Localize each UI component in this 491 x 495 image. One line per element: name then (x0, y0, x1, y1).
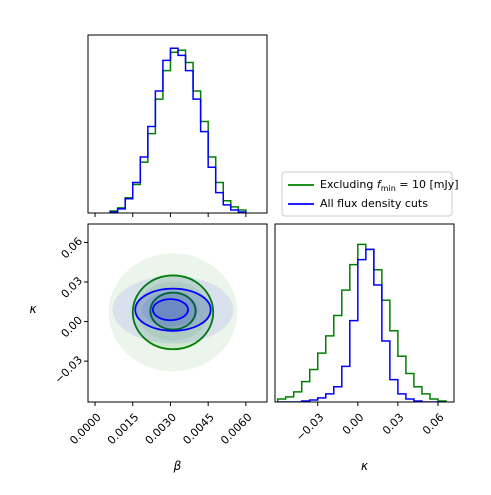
contour (134, 287, 212, 332)
y-axis-label: κ (29, 302, 37, 316)
x-tick-label: 0.0030 (143, 411, 179, 447)
legend-label-part: f (377, 178, 383, 191)
x-axis-label: κ (361, 459, 369, 473)
plot-area (109, 47, 247, 213)
contour (151, 298, 189, 322)
contour (149, 291, 197, 331)
legend-label-part: Excluding (320, 178, 377, 191)
x-tick-label: −0.03 (293, 411, 326, 444)
marks (109, 47, 247, 213)
x-tick-label: 0.0015 (105, 411, 141, 447)
density-shade (136, 281, 210, 341)
marks (108, 253, 238, 372)
legend-label-part: min (381, 184, 396, 193)
histogram-step (109, 49, 247, 213)
panel-frame (87, 223, 268, 403)
plot-area (108, 253, 238, 372)
panel-frame (87, 34, 268, 214)
panel-frame (274, 223, 455, 403)
histogram-step (109, 47, 247, 213)
y-tick-label: −0.03 (52, 353, 85, 386)
legend-label: Excluding fmin = 10 [mJy] (320, 178, 459, 193)
contour (131, 274, 215, 351)
density-shade (142, 292, 199, 327)
x-tick-label: 0.0000 (67, 411, 103, 447)
x-tick-label: 0.0060 (218, 411, 254, 447)
x-tick-label: 0.03 (380, 411, 407, 438)
plot-area (276, 243, 447, 402)
x-axis-label: β (173, 459, 182, 473)
histogram-step (277, 248, 446, 402)
x-tick-label: 0.06 (420, 411, 447, 438)
legend-label-part: = 10 [mJy] (396, 178, 459, 191)
y-tick-label: 0.03 (59, 274, 86, 301)
y-tick-label: 0.06 (59, 235, 86, 262)
density-shade (112, 275, 234, 344)
x-tick-label: 0.00 (340, 411, 367, 438)
x-tick-label: 0.0045 (180, 411, 216, 447)
y-tick-label: 0.00 (59, 314, 86, 341)
histogram-step (276, 243, 447, 402)
legend-label-part: All flux density cuts (320, 197, 428, 210)
legend-label: All flux density cuts (320, 197, 428, 210)
legend: Excluding fmin = 10 [mJy] All flux densit… (281, 171, 459, 217)
legend-box (281, 171, 453, 217)
marks (276, 243, 447, 402)
density-shade (108, 253, 238, 372)
